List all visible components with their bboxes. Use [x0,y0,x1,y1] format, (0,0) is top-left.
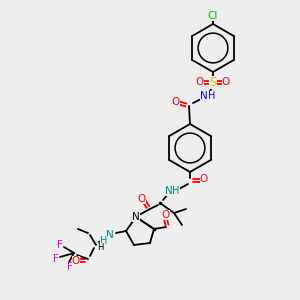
Text: Cl: Cl [208,11,218,21]
Text: O: O [200,174,208,184]
Text: O: O [162,210,170,220]
Text: N: N [200,91,208,101]
Text: N: N [132,212,140,222]
Text: H: H [172,186,180,196]
Text: S: S [209,76,217,88]
Text: O: O [222,77,230,87]
Text: H: H [100,236,108,246]
Text: O: O [172,97,180,107]
Text: N: N [106,230,114,240]
Text: F: F [67,262,73,272]
Text: O: O [196,77,204,87]
Text: O: O [138,194,146,204]
Text: N: N [165,186,173,196]
Text: F: F [57,240,63,250]
Text: H: H [208,91,216,101]
Text: F: F [53,254,59,264]
Text: O: O [72,256,80,266]
Text: H: H [97,242,103,251]
